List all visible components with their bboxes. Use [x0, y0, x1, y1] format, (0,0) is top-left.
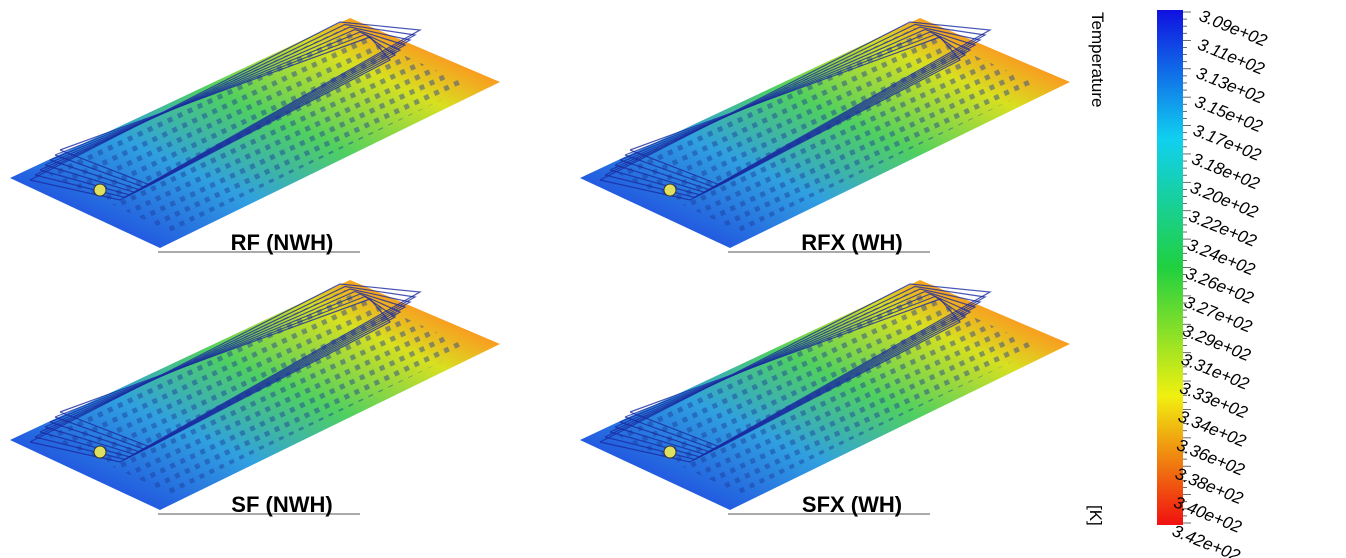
panel: SF (NWH): [10, 280, 500, 517]
panel-label: SF (NWH): [231, 492, 332, 517]
panel: RFX (WH): [580, 18, 1070, 255]
panel-label: RFX (WH): [801, 230, 902, 255]
inlet: [94, 446, 106, 458]
panel-label: RF (NWH): [231, 230, 334, 255]
inlet: [94, 184, 106, 196]
panel: RF (NWH): [10, 18, 500, 255]
colorbar-unit: [K]: [1086, 505, 1105, 526]
panel: SFX (WH): [580, 280, 1070, 517]
colorbar-title: Temperature: [1088, 12, 1107, 107]
inlet: [664, 184, 676, 196]
figure: Temperature [K] RF (NWH) RFX (WH) SF (NWH)…: [0, 0, 1346, 558]
panel-label: SFX (WH): [802, 492, 902, 517]
inlet: [664, 446, 676, 458]
